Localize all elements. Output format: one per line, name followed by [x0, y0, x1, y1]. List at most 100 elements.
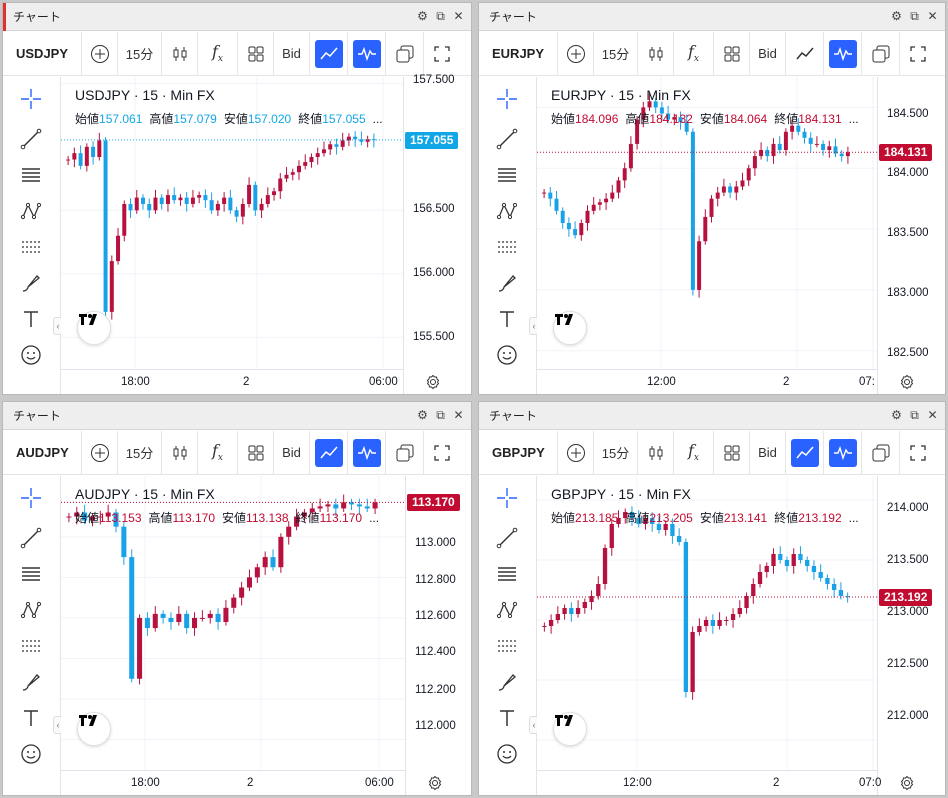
clone-icon[interactable] — [385, 430, 423, 475]
indicators-icon[interactable]: fx — [673, 430, 713, 475]
indicators-icon[interactable]: fx — [197, 31, 237, 76]
gear-icon[interactable]: ⚙ — [891, 408, 902, 422]
pattern-icon[interactable] — [19, 598, 43, 622]
popout-icon[interactable]: ⧉ — [910, 9, 919, 23]
text-icon[interactable] — [19, 706, 43, 730]
text-icon[interactable] — [495, 307, 519, 331]
measure-icon[interactable] — [19, 235, 43, 259]
fib-icon[interactable] — [19, 163, 43, 187]
layout-icon[interactable] — [713, 31, 749, 76]
fib-icon[interactable] — [495, 562, 519, 586]
tradingview-logo[interactable] — [77, 712, 111, 746]
chart-area[interactable]: 113.000 112.800 112.600 112.400 112.200 112.0… — [61, 476, 471, 795]
candles-icon[interactable] — [637, 430, 673, 475]
price-type-button[interactable]: Bid — [273, 31, 309, 76]
chart-area[interactable]: 157.500 156.500 156.000 155.500 18:00 2 06:00 1… — [61, 74, 472, 395]
emoji-icon[interactable] — [19, 343, 43, 367]
wave-chart-icon[interactable] — [823, 430, 861, 475]
measure-icon[interactable] — [495, 235, 519, 259]
pattern-icon[interactable] — [19, 199, 43, 223]
symbol-button[interactable]: EURJPY — [492, 46, 545, 61]
chart-canvas[interactable] — [537, 77, 946, 395]
close-icon[interactable]: ✕ — [927, 9, 938, 23]
chart-area[interactable]: 214.000 213.500 213.000 212.500 212.000 12:00… — [537, 476, 945, 795]
pane-titlebar[interactable]: チャート ⚙ ⧉ ✕ — [3, 3, 471, 31]
measure-icon[interactable] — [19, 634, 43, 658]
brush-icon[interactable] — [19, 670, 43, 694]
add-symbol-icon[interactable] — [557, 430, 593, 475]
measure-icon[interactable] — [495, 634, 519, 658]
settings-gear-icon[interactable] — [425, 374, 445, 394]
layout-icon[interactable] — [713, 430, 749, 475]
interval-button[interactable]: 15分 — [593, 31, 637, 76]
tradingview-logo[interactable] — [77, 311, 111, 345]
brush-icon[interactable] — [495, 271, 519, 295]
popout-icon[interactable]: ⧉ — [436, 408, 445, 422]
emoji-icon[interactable] — [495, 343, 519, 367]
settings-gear-icon[interactable] — [899, 775, 919, 795]
text-icon[interactable] — [495, 706, 519, 730]
candles-icon[interactable] — [637, 31, 673, 76]
fib-icon[interactable] — [495, 163, 519, 187]
crosshair-icon[interactable] — [19, 486, 43, 510]
price-type-button[interactable]: Bid — [273, 430, 309, 475]
pattern-icon[interactable] — [495, 199, 519, 223]
add-symbol-icon[interactable] — [557, 31, 593, 76]
trendline-icon[interactable] — [19, 127, 43, 151]
layout-icon[interactable] — [237, 31, 273, 76]
wave-chart-icon[interactable] — [347, 31, 385, 76]
trendline-icon[interactable] — [495, 127, 519, 151]
symbol-button[interactable]: USDJPY — [16, 46, 69, 61]
popout-icon[interactable]: ⧉ — [436, 9, 445, 23]
price-type-button[interactable]: Bid — [749, 430, 785, 475]
trendline-icon[interactable] — [495, 526, 519, 550]
line-chart-icon[interactable] — [309, 31, 347, 76]
indicators-icon[interactable]: fx — [197, 430, 237, 475]
wave-chart-icon[interactable] — [347, 430, 385, 475]
layout-icon[interactable] — [237, 430, 273, 475]
add-symbol-icon[interactable] — [81, 31, 117, 76]
price-type-button[interactable]: Bid — [749, 31, 785, 76]
clone-icon[interactable] — [385, 31, 423, 76]
interval-button[interactable]: 15分 — [117, 430, 161, 475]
settings-gear-icon[interactable] — [899, 374, 919, 394]
clone-icon[interactable] — [861, 430, 899, 475]
fullscreen-icon[interactable] — [423, 31, 459, 76]
chart-canvas[interactable] — [61, 77, 472, 395]
popout-icon[interactable]: ⧉ — [910, 408, 919, 422]
pane-titlebar[interactable]: チャート ⚙ ⧉ ✕ — [479, 402, 945, 430]
line-chart-icon[interactable] — [309, 430, 347, 475]
tradingview-logo[interactable] — [553, 311, 587, 345]
close-icon[interactable]: ✕ — [453, 9, 464, 23]
pane-titlebar[interactable]: チャート ⚙ ⧉ ✕ — [3, 402, 471, 430]
gear-icon[interactable]: ⚙ — [417, 9, 428, 23]
emoji-icon[interactable] — [19, 742, 43, 766]
fullscreen-icon[interactable] — [899, 31, 935, 76]
trendline-icon[interactable] — [19, 526, 43, 550]
pattern-icon[interactable] — [495, 598, 519, 622]
interval-button[interactable]: 15分 — [117, 31, 161, 76]
brush-icon[interactable] — [19, 271, 43, 295]
text-icon[interactable] — [19, 307, 43, 331]
fullscreen-icon[interactable] — [423, 430, 459, 475]
crosshair-icon[interactable] — [495, 87, 519, 111]
fib-icon[interactable] — [19, 562, 43, 586]
brush-icon[interactable] — [495, 670, 519, 694]
chart-area[interactable]: 184.500 184.000 183.500 183.000 182.500 12:00… — [537, 77, 945, 394]
settings-gear-icon[interactable] — [427, 775, 447, 795]
line-chart-icon[interactable] — [785, 31, 823, 76]
gear-icon[interactable]: ⚙ — [417, 408, 428, 422]
fullscreen-icon[interactable] — [899, 430, 935, 475]
symbol-button[interactable]: GBPJPY — [492, 445, 545, 460]
candles-icon[interactable] — [161, 31, 197, 76]
crosshair-icon[interactable] — [495, 486, 519, 510]
symbol-button[interactable]: AUDJPY — [16, 445, 69, 460]
chart-canvas[interactable] — [537, 476, 946, 796]
add-symbol-icon[interactable] — [81, 430, 117, 475]
gear-icon[interactable]: ⚙ — [891, 9, 902, 23]
close-icon[interactable]: ✕ — [453, 408, 464, 422]
close-icon[interactable]: ✕ — [927, 408, 938, 422]
line-chart-icon[interactable] — [785, 430, 823, 475]
clone-icon[interactable] — [861, 31, 899, 76]
candles-icon[interactable] — [161, 430, 197, 475]
